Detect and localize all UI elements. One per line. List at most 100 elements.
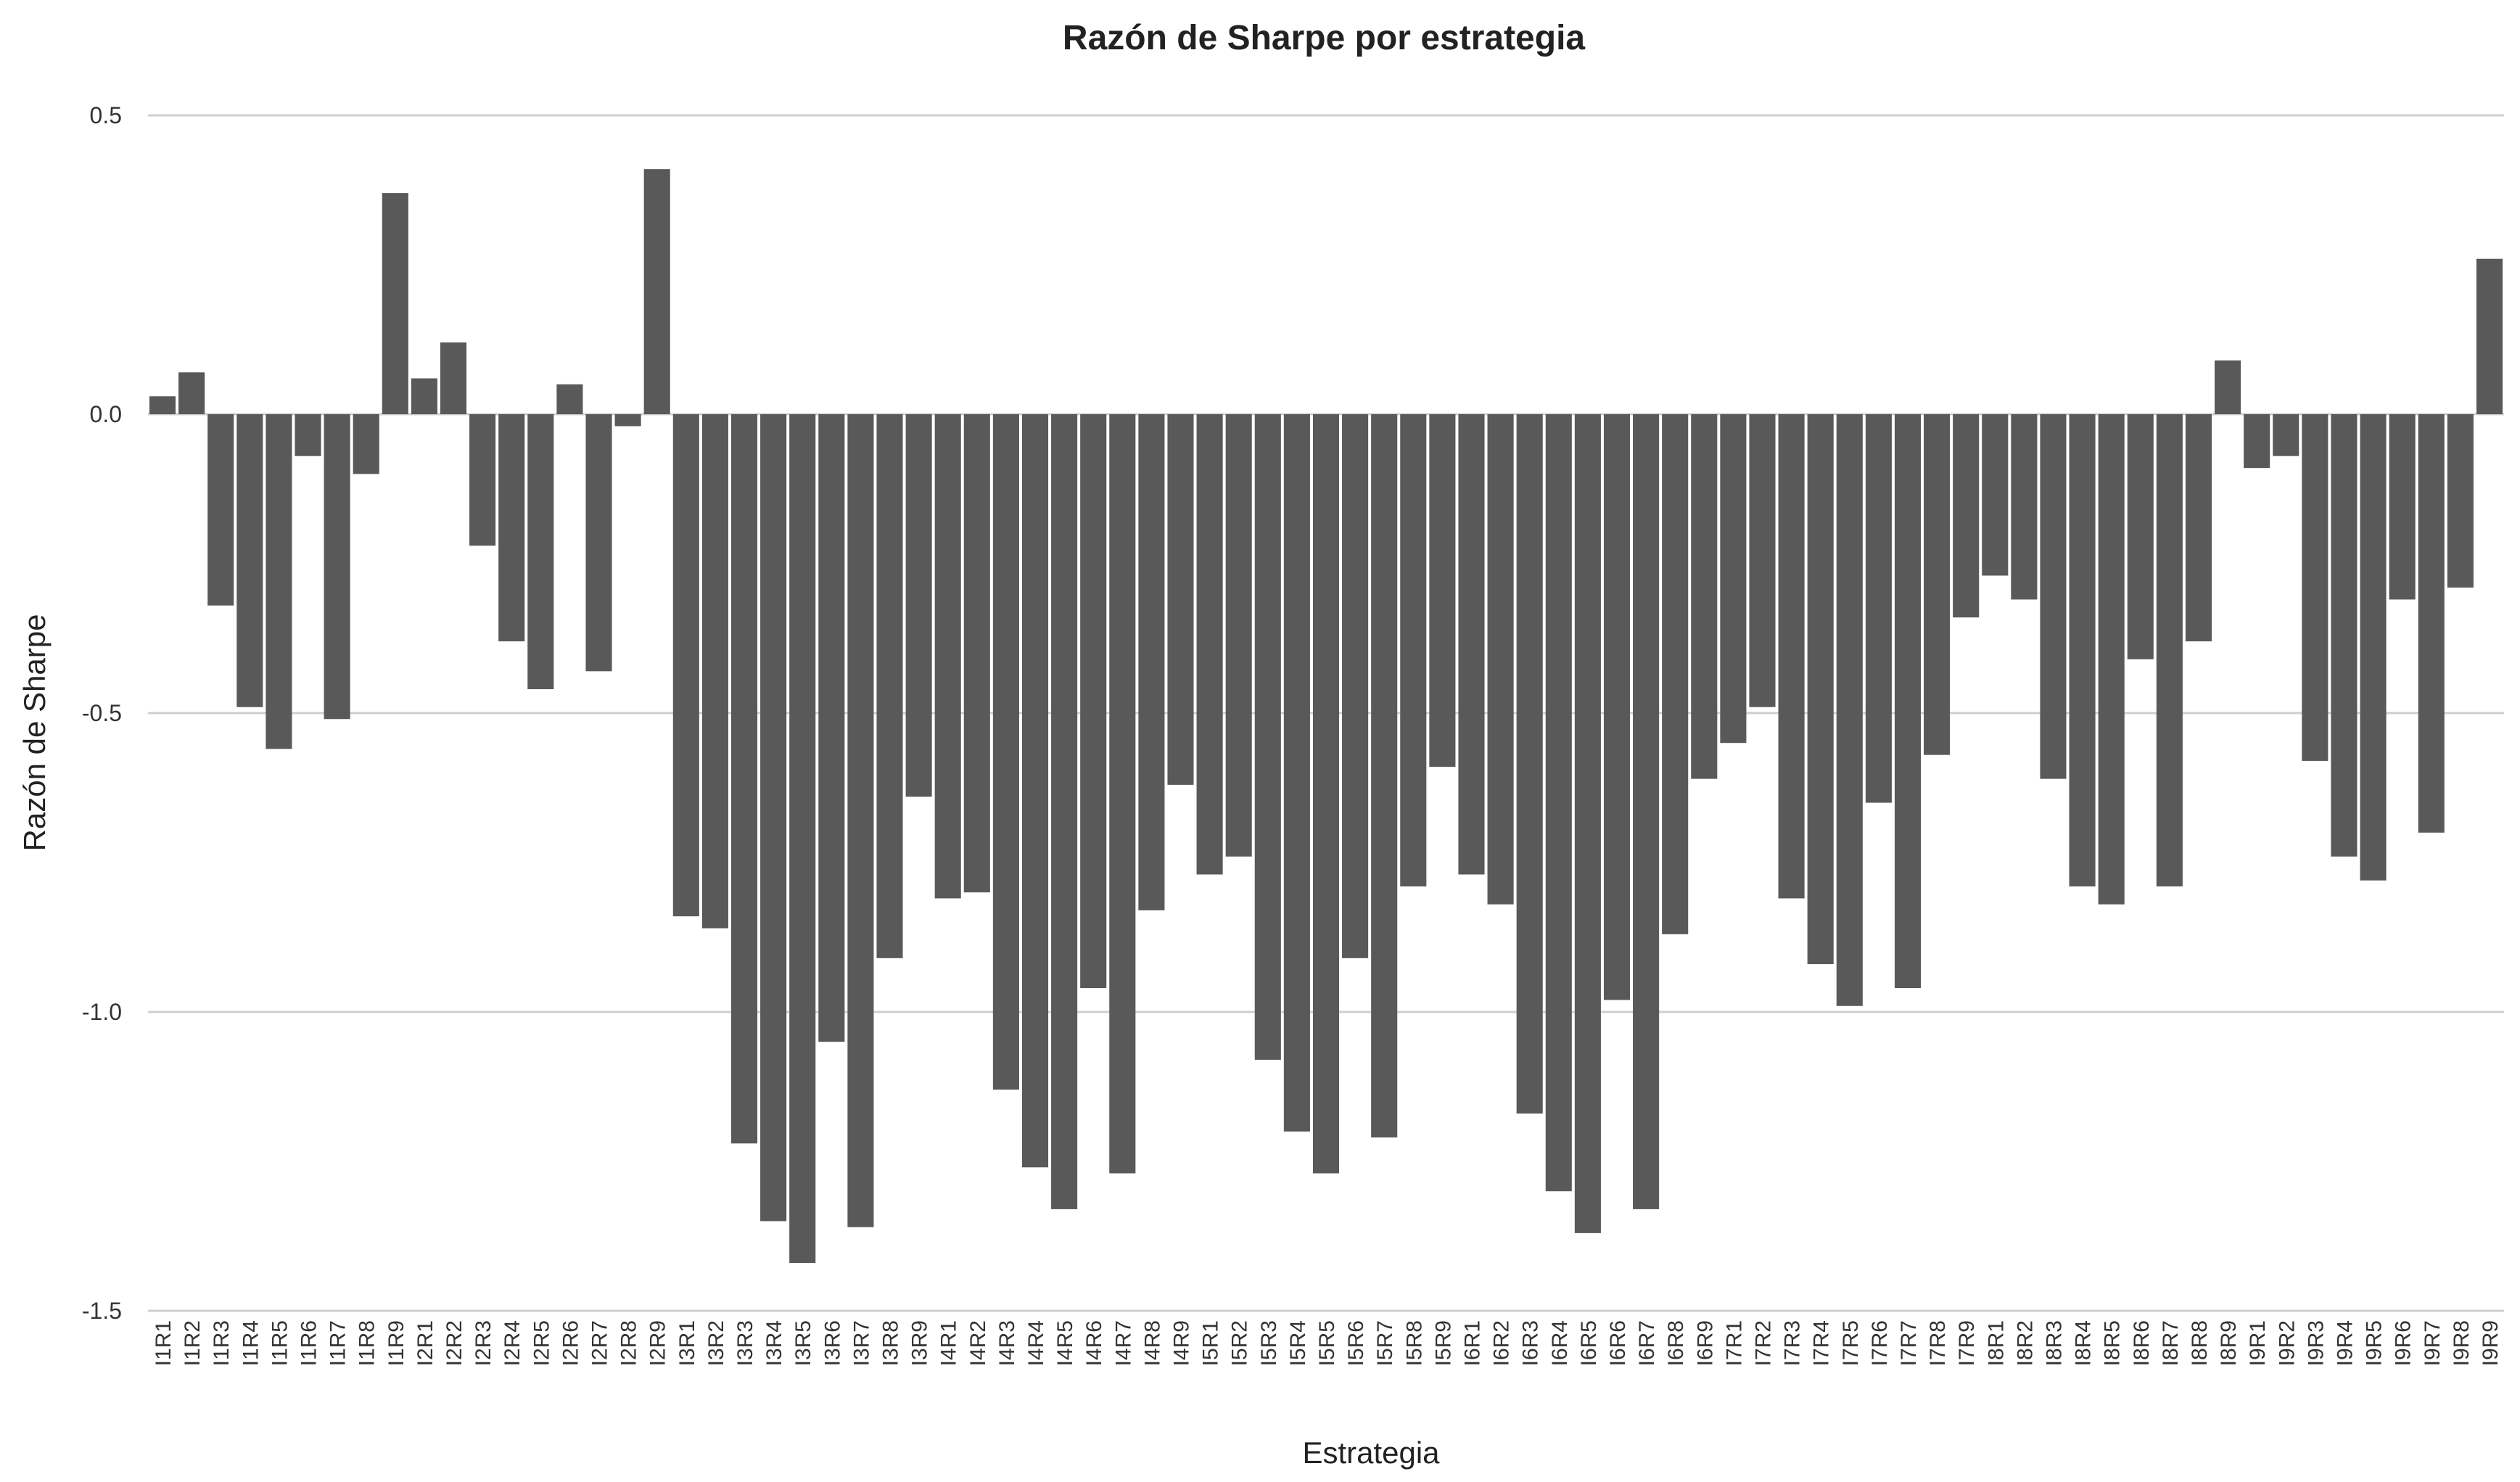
bar-i3r3	[730, 414, 758, 1144]
x-tick-label: I1R2	[181, 1320, 205, 1366]
bar-i2r4	[498, 414, 525, 642]
x-tick-label: I2R6	[559, 1320, 582, 1366]
bar-i9r2	[2273, 414, 2299, 456]
bar-i7r8	[1924, 414, 1951, 755]
x-axis-ticks: I1R1 I1R2 I1R3 I1R4 I1R5 I1R6 I1R7 I1R8 I1R9 I2R1…	[152, 1320, 2503, 1366]
x-tick-label: I6R1	[1460, 1320, 1484, 1366]
x-tick-label: I7R1	[1722, 1320, 1746, 1366]
chart-title: Razón de Sharpe por estrategia	[1063, 19, 1585, 57]
x-tick-label: I1R6	[297, 1320, 321, 1366]
x-tick-label: I4R8	[1140, 1320, 1164, 1366]
bar-i4r9	[1167, 414, 1194, 785]
x-tick-label: I5R4	[1286, 1320, 1310, 1366]
x-tick-label: I3R4	[762, 1320, 786, 1366]
bar-i5r2	[1225, 414, 1252, 857]
x-tick-label: I8R8	[2188, 1320, 2212, 1366]
bar-i8r5	[2098, 414, 2125, 905]
y-tick-label: -1.5	[82, 1298, 122, 1324]
x-tick-label: I1R1	[152, 1320, 176, 1366]
bar-i1r2	[178, 372, 205, 414]
bar-i3r8	[876, 414, 903, 958]
bar-i4r6	[1080, 414, 1107, 989]
x-tick-label: I9R6	[2392, 1320, 2416, 1366]
x-tick-label: I9R3	[2304, 1320, 2328, 1366]
x-tick-label: I7R3	[1781, 1320, 1805, 1366]
x-tick-label: I7R4	[1810, 1320, 1834, 1366]
y-axis-ticks: 0.5 0.0 -0.5 -1.0 -1.5	[82, 102, 122, 1324]
bar-i4r4	[1021, 414, 1049, 1168]
x-tick-label: I5R2	[1228, 1320, 1252, 1366]
x-tick-label: I7R8	[1926, 1320, 1950, 1366]
x-tick-label: I5R8	[1402, 1320, 1426, 1366]
x-tick-label: I2R1	[413, 1320, 437, 1366]
x-tick-label: I5R1	[1199, 1320, 1223, 1366]
bar-i6r9	[1691, 414, 1718, 779]
bar-i7r1	[1720, 414, 1747, 744]
x-tick-label: I6R8	[1664, 1320, 1688, 1366]
x-tick-label: I2R3	[472, 1320, 495, 1366]
x-tick-label: I4R5	[1053, 1320, 1077, 1366]
x-tick-label: I3R9	[908, 1320, 932, 1366]
bar-i8r9	[2215, 360, 2241, 414]
x-tick-label: I4R4	[1024, 1320, 1048, 1366]
x-tick-label: I8R2	[2013, 1320, 2037, 1366]
x-tick-label: I4R9	[1170, 1320, 1194, 1366]
bar-i2r9	[643, 169, 670, 414]
bar-i8r2	[2011, 414, 2038, 600]
bar-i4r8	[1138, 414, 1165, 910]
x-tick-label: I4R1	[937, 1320, 961, 1366]
x-tick-label: I6R7	[1635, 1320, 1659, 1366]
x-tick-label: I7R2	[1751, 1320, 1775, 1366]
bar-i9r9	[2476, 258, 2503, 414]
x-tick-label: I3R6	[820, 1320, 844, 1366]
x-tick-label: I2R9	[646, 1320, 670, 1366]
bar-i8r3	[2040, 414, 2067, 779]
x-tick-label: I1R7	[326, 1320, 350, 1366]
bar-i2r2	[440, 342, 467, 414]
x-tick-label: I6R4	[1548, 1320, 1572, 1366]
bar-i8r7	[2156, 414, 2183, 886]
x-tick-label: I7R9	[1955, 1320, 1979, 1366]
bar-i6r3	[1516, 414, 1543, 1114]
x-tick-label: I7R5	[1839, 1320, 1863, 1366]
x-tick-label: I6R3	[1519, 1320, 1543, 1366]
bar-i3r7	[847, 414, 874, 1227]
bar-i9r6	[2389, 414, 2416, 600]
y-tick-label: 0.5	[90, 102, 122, 128]
bar-i8r8	[2185, 414, 2212, 642]
bar-i3r1	[672, 414, 699, 917]
x-tick-label: I1R3	[210, 1320, 234, 1366]
x-tick-label: I4R7	[1111, 1320, 1135, 1366]
x-tick-label: I8R6	[2130, 1320, 2154, 1366]
bar-i2r6	[556, 384, 583, 414]
x-tick-label: I1R9	[384, 1320, 408, 1366]
bar-i1r6	[295, 414, 321, 456]
bar-i9r1	[2244, 414, 2270, 469]
y-axis-title: Razón de Sharpe	[17, 614, 52, 852]
bar-i5r4	[1283, 414, 1310, 1132]
bar-i3r2	[701, 414, 728, 929]
x-tick-label: I4R2	[966, 1320, 990, 1366]
x-tick-label: I2R7	[588, 1320, 612, 1366]
bar-i5r7	[1371, 414, 1398, 1138]
x-tick-label: I3R3	[733, 1320, 757, 1366]
x-tick-label: I6R2	[1490, 1320, 1514, 1366]
y-tick-label: 0.0	[90, 401, 122, 427]
x-tick-label: I5R3	[1257, 1320, 1281, 1366]
x-tick-label: I4R6	[1082, 1320, 1106, 1366]
bar-i7r3	[1778, 414, 1805, 899]
bar-i8r4	[2069, 414, 2096, 886]
bar-i2r8	[614, 414, 641, 427]
x-tick-label: I3R1	[675, 1320, 699, 1366]
bars	[149, 169, 2503, 1264]
bar-i2r7	[585, 414, 612, 672]
bar-i1r5	[265, 414, 292, 749]
x-tick-label: I7R6	[1868, 1320, 1892, 1366]
x-tick-label: I3R7	[849, 1320, 873, 1366]
x-tick-label: I1R4	[239, 1320, 263, 1366]
bar-i2r1	[411, 378, 437, 414]
bar-i6r7	[1633, 414, 1660, 1209]
x-tick-label: I8R5	[2101, 1320, 2125, 1366]
bar-i1r7	[324, 414, 350, 720]
